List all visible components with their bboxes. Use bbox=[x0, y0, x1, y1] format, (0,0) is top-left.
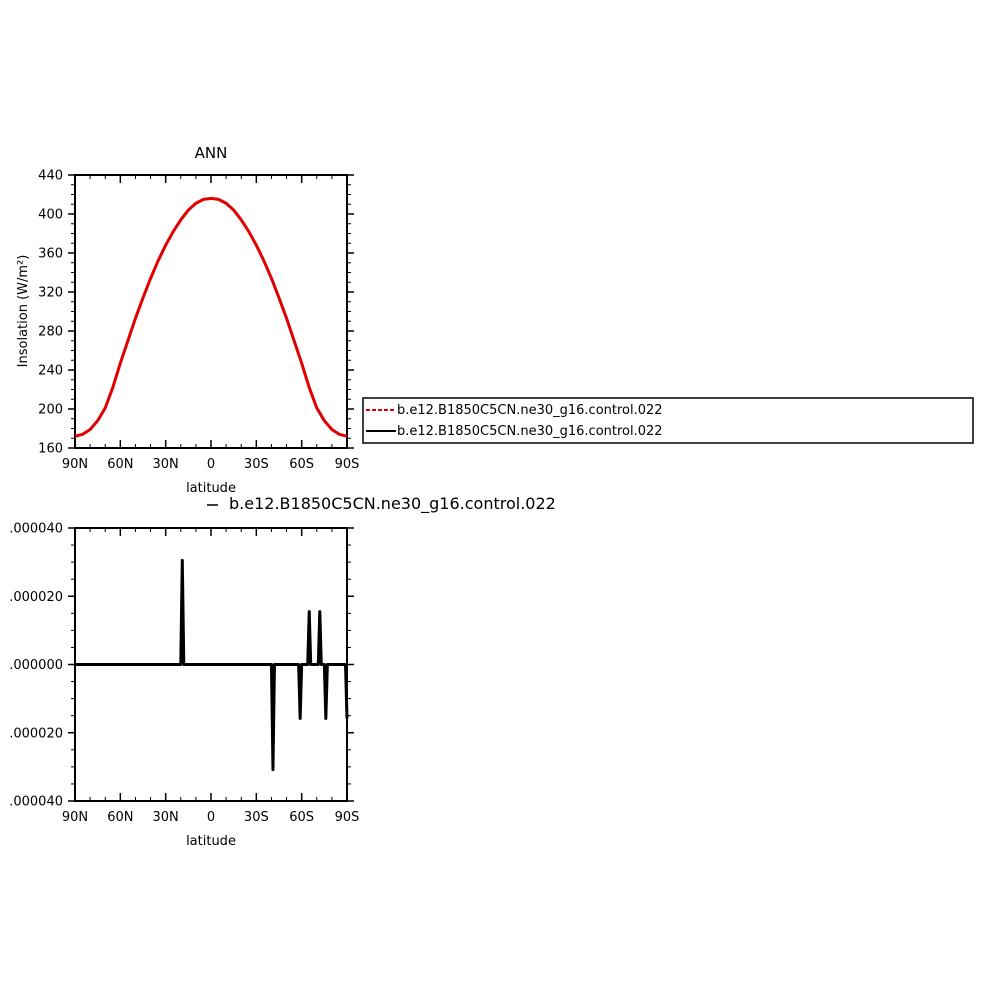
insolation-y-tick-label: 240 bbox=[38, 364, 63, 379]
insolation-y-tick-label: 200 bbox=[38, 403, 63, 418]
difference-x-axis-title: latitude bbox=[186, 834, 236, 849]
difference-y-tick-label: .000040 bbox=[9, 795, 63, 810]
difference-series bbox=[75, 558, 349, 772]
difference-y-tick-label: .000000 bbox=[9, 658, 63, 673]
insolation-panel: 90N 60N 30N 0 30S 60S 90S 160 200 240 280 320 360 400… bbox=[16, 144, 359, 496]
legend: b.e12.B1850C5CN.ne30_g16.control.022 b.e… bbox=[362, 397, 974, 444]
insolation-x-tick-label: 90S bbox=[335, 457, 360, 472]
legend-box bbox=[362, 397, 974, 444]
insolation-y-tick-label: 280 bbox=[38, 325, 63, 340]
insolation-ticks bbox=[68, 174, 354, 449]
insolation-y-tick-label: 160 bbox=[38, 442, 63, 457]
difference-x-tick-label: 0 bbox=[207, 810, 215, 825]
difference-subtitle: b.e12.B1850C5CN.ne30_g16.control.022 bbox=[229, 494, 556, 514]
insolation-x-tick-label: 30S bbox=[244, 457, 269, 472]
insolation-series bbox=[74, 196, 348, 438]
insolation-x-tick-label: 90N bbox=[62, 457, 88, 472]
difference-x-tick-label: 90S bbox=[335, 810, 360, 825]
difference-panel: 90N 60N 30N 0 30S 60S 90S .000040 .000020 .000000… bbox=[9, 522, 359, 850]
difference-ticks bbox=[68, 527, 354, 802]
insolation-y-axis-title: Insolation (W/m²) bbox=[16, 255, 31, 368]
difference-x-tick-label: 30S bbox=[244, 810, 269, 825]
insolation-y-tick-label: 440 bbox=[38, 169, 63, 184]
insolation-series-line-0 bbox=[74, 196, 348, 438]
insolation-plot-frame bbox=[74, 174, 348, 449]
insolation-chart-title: ANN bbox=[195, 144, 228, 162]
insolation-y-tick-label: 400 bbox=[38, 208, 63, 223]
insolation-tick-labels: 90N 60N 30N 0 30S 60S 90S 160 200 240 280 320 360 400… bbox=[38, 169, 359, 473]
insolation-x-tick-label: 60S bbox=[289, 457, 314, 472]
difference-x-tick-label: 90N bbox=[62, 810, 88, 825]
difference-y-tick-label: .000020 bbox=[9, 726, 63, 741]
insolation-x-tick-label: 60N bbox=[107, 457, 133, 472]
insolation-x-tick-label: 30N bbox=[153, 457, 179, 472]
legend-entry-1: b.e12.B1850C5CN.ne30_g16.control.022 bbox=[397, 403, 663, 418]
insolation-x-axis-title: latitude bbox=[186, 481, 236, 496]
difference-y-tick-label: .000040 bbox=[9, 522, 63, 537]
difference-x-tick-label: 60N bbox=[107, 810, 133, 825]
difference-tick-labels: 90N 60N 30N 0 30S 60S 90S .000040 .000020 .000000… bbox=[9, 522, 359, 826]
difference-series-line-0 bbox=[75, 558, 349, 772]
difference-x-tick-label: 60S bbox=[289, 810, 314, 825]
insolation-y-tick-label: 360 bbox=[38, 247, 63, 262]
insolation-y-tick-label: 320 bbox=[38, 286, 63, 301]
difference-y-tick-label: .000020 bbox=[9, 590, 63, 605]
legend-entry-2: b.e12.B1850C5CN.ne30_g16.control.022 bbox=[397, 424, 663, 439]
difference-x-tick-label: 30N bbox=[153, 810, 179, 825]
insolation-x-tick-label: 0 bbox=[207, 457, 215, 472]
